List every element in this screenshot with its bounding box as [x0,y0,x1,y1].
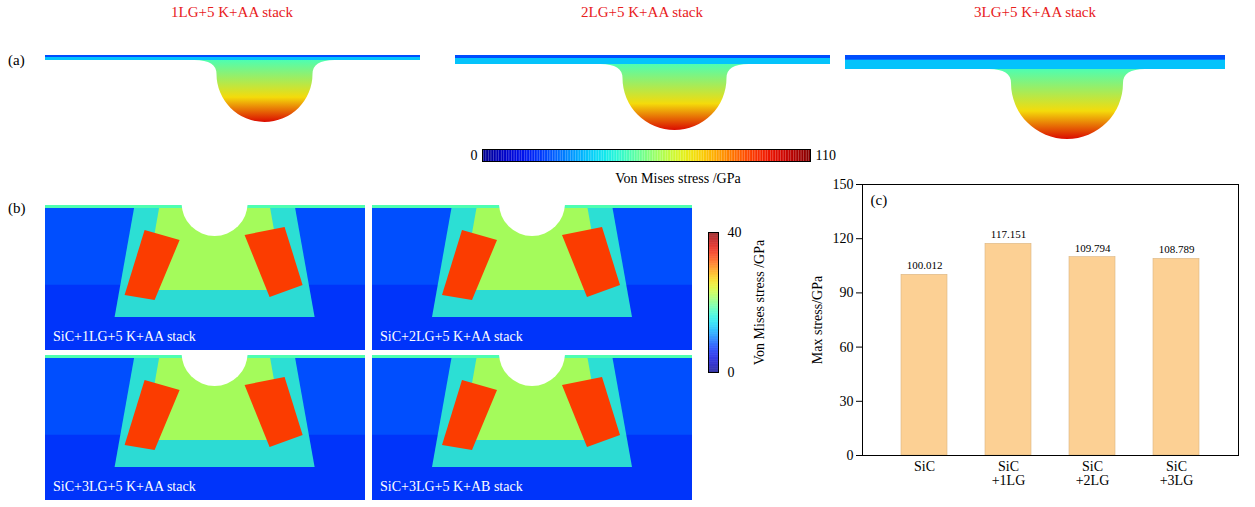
svg-text:110: 110 [816,148,836,163]
html-text:(b): (b) [8,200,26,216]
svg-text:90: 90 [840,285,854,300]
html-text:(a): (a) [8,52,25,68]
svg-text:SiC+3LG+5 K+AB stack: SiC+3LG+5 K+AB stack [380,479,523,494]
svg-text:100.012: 100.012 [907,259,943,271]
svg-text:Max stress/GPa: Max stress/GPa [810,275,825,364]
svg-text:120: 120 [833,231,854,246]
svg-text:108.789: 108.789 [1159,243,1195,255]
html-text:3LG+5 K+AA stack: 3LG+5 K+AA stack [974,4,1096,20]
svg-text:SiC+1LG: SiC+1LG [992,459,1026,488]
html-text:Von Mises stress /GPa: Von Mises stress /GPa [615,171,741,186]
svg-text:0: 0 [471,148,478,163]
svg-text:SiC+2LG: SiC+2LG [1076,459,1110,488]
svg-text:SiC: SiC [914,459,935,474]
svg-text:30: 30 [840,394,854,409]
svg-text:117.151: 117.151 [991,228,1026,240]
svg-text:0: 0 [847,448,854,463]
svg-text:SiC+3LG+5 K+AA stack: SiC+3LG+5 K+AA stack [53,479,196,494]
svg-text:40: 40 [728,225,742,240]
svg-text:SiC+2LG+5 K+AA stack: SiC+2LG+5 K+AA stack [380,329,523,344]
svg-text:60: 60 [840,340,854,355]
html-text:2LG+5 K+AA stack: 2LG+5 K+AA stack [581,4,703,20]
svg-text:109.794: 109.794 [1075,242,1111,254]
svg-text:SiC+3LG: SiC+3LG [1160,459,1194,488]
svg-text:SiC+1LG+5 K+AA stack: SiC+1LG+5 K+AA stack [53,329,196,344]
svg-text:150: 150 [833,177,854,192]
svg-text:0: 0 [728,365,735,380]
svg-text:(c): (c) [871,192,888,209]
html-text:1LG+5 K+AA stack: 1LG+5 K+AA stack [171,4,293,20]
svg-text:Von Mises stress /GPa: Von Mises stress /GPa [752,239,767,365]
